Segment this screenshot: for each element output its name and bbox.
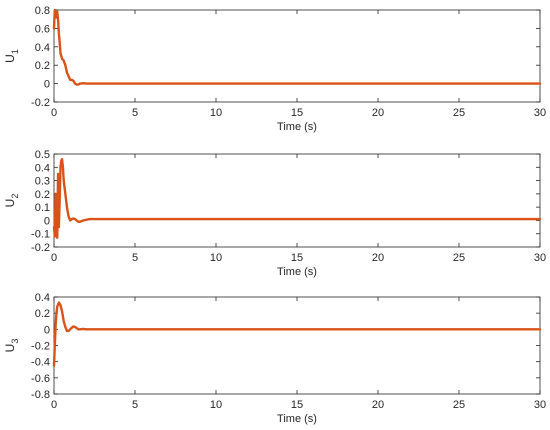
y-tick-label: 0.6 xyxy=(35,23,50,35)
y-axis-label-main: U xyxy=(3,54,17,63)
x-tick-label: 25 xyxy=(453,107,465,119)
y-axis-label-subscript: 2 xyxy=(10,194,20,199)
y-tick-label: 0.2 xyxy=(35,189,50,201)
y-tick-label: 0.2 xyxy=(35,308,50,320)
series-line xyxy=(52,158,542,239)
x-tick-label: 30 xyxy=(534,107,546,119)
x-tick-label: 5 xyxy=(132,399,138,411)
x-tick-label: 20 xyxy=(372,107,384,119)
axes-box xyxy=(53,296,541,395)
y-axis-label-main: U xyxy=(3,199,17,208)
series-line xyxy=(52,8,542,86)
x-tick-label: 30 xyxy=(534,252,546,264)
y-axis-label: U3 xyxy=(3,339,20,353)
x-tick-label: 15 xyxy=(291,107,303,119)
x-tick-label: 15 xyxy=(291,252,303,264)
x-tick-label: 15 xyxy=(291,399,303,411)
x-tick-label: 10 xyxy=(210,107,222,119)
x-tick-label: 10 xyxy=(210,252,222,264)
x-tick-label: 25 xyxy=(453,252,465,264)
y-tick-label: 0 xyxy=(44,324,50,336)
x-tick-label: 5 xyxy=(132,252,138,264)
y-tick-label: 0 xyxy=(44,215,50,227)
axes-box xyxy=(53,153,541,248)
x-tick-label: 25 xyxy=(453,399,465,411)
y-tick-label: -0.2 xyxy=(31,97,50,109)
subplot-u3: 0 5 10 15 20 25 30 -0.8 -0.6 -0.4 -0.2 0 0.2 0.4 Time … xyxy=(3,292,546,425)
y-axis-label-subscript: 1 xyxy=(10,49,20,54)
axes-box xyxy=(53,9,541,103)
y-tick-label: 0.2 xyxy=(35,60,50,72)
y-tick-label: 0.4 xyxy=(35,42,50,54)
x-tick-label: 0 xyxy=(51,107,57,119)
y-tick-label: 0.3 xyxy=(35,176,50,188)
y-tick-label: -0.6 xyxy=(31,373,50,385)
x-axis-label: Time (s) xyxy=(277,121,317,133)
y-tick-label: 0.1 xyxy=(35,202,50,214)
x-tick-label: 20 xyxy=(372,252,384,264)
y-tick-label: 0.4 xyxy=(35,292,50,304)
subplot-u2: 0 5 10 15 20 25 30-0.2-0.100.10.20.30.40.5Time… xyxy=(3,149,546,278)
y-axis-label: U2 xyxy=(3,194,20,208)
x-tick-label: 0 xyxy=(51,252,57,264)
x-tick-label: 30 xyxy=(534,399,546,411)
x-tick-label: 5 xyxy=(132,107,138,119)
y-tick-label: -0.8 xyxy=(31,389,50,401)
y-axis-label-subscript: 3 xyxy=(10,339,20,344)
y-tick-label: 0.5 xyxy=(35,149,50,161)
series-line xyxy=(52,301,542,367)
y-tick-label: -0.2 xyxy=(31,341,50,353)
x-tick-label: 10 xyxy=(210,399,222,411)
x-axis-label: Time (s) xyxy=(277,266,317,278)
y-tick-label: -0.4 xyxy=(31,357,50,369)
y-tick-label: -0.1 xyxy=(31,229,50,241)
y-tick-label: 0.8 xyxy=(35,5,50,17)
y-tick-label: -0.2 xyxy=(31,242,50,254)
y-tick-label: 0.4 xyxy=(35,162,50,174)
y-axis-label: U1 xyxy=(3,49,20,63)
x-axis-label: Time (s) xyxy=(277,413,317,425)
x-tick-label: 0 xyxy=(51,399,57,411)
y-tick-label: 0 xyxy=(44,79,50,91)
x-tick-label: 20 xyxy=(372,399,384,411)
y-axis-label-main: U xyxy=(3,344,17,353)
